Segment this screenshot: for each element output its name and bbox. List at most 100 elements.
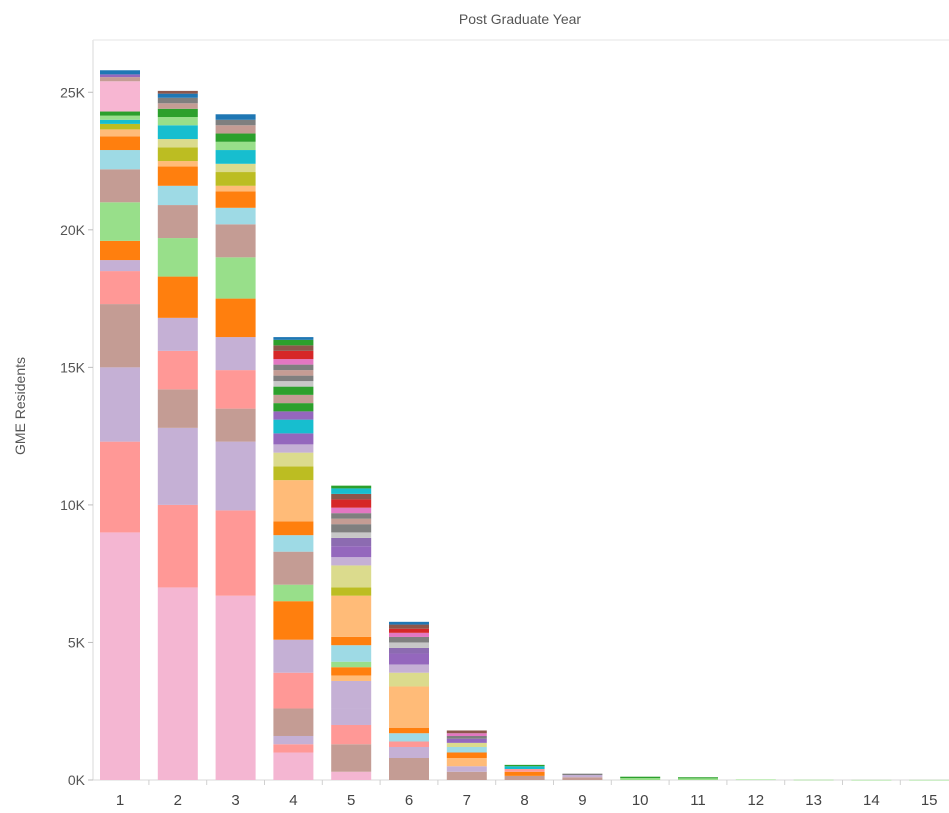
bar-segment: [157, 317, 198, 351]
bar-segment: [389, 746, 429, 758]
bar-segment: [562, 773, 603, 776]
bar-segment: [562, 777, 603, 780]
x-tick-label: 10: [632, 792, 649, 809]
bar-segment: [100, 169, 140, 203]
bar-segment: [620, 778, 661, 780]
bar-2: [157, 90, 198, 780]
bar-segment: [446, 757, 487, 767]
bar-segment: [215, 133, 256, 142]
bar-segment: [389, 642, 429, 648]
bar-segment: [331, 675, 372, 681]
bar-segment: [215, 150, 256, 164]
bar-segment: [157, 427, 198, 505]
bar-segment: [331, 587, 372, 596]
bar-segment: [389, 624, 429, 629]
bar-segment: [215, 191, 256, 208]
bar-segment: [331, 744, 372, 772]
bar-1: [100, 70, 140, 780]
bar-segment: [446, 766, 487, 772]
bar-segment: [273, 419, 314, 434]
bar-segment: [504, 764, 545, 767]
x-tick-label: 15: [921, 792, 938, 809]
bar-segment: [273, 601, 314, 640]
bar-segment: [273, 480, 314, 522]
bar-13: [793, 779, 834, 781]
chart-title: Post Graduate Year: [459, 11, 582, 27]
bar-segment: [215, 207, 256, 225]
bar-segment: [504, 768, 545, 772]
x-tick-label: 9: [578, 792, 586, 809]
bar-segment: [446, 742, 487, 747]
bar-segment: [389, 653, 429, 665]
bar-segment: [100, 304, 140, 368]
bar-segment: [851, 779, 892, 781]
bar-segment: [215, 172, 256, 186]
bar-segment: [273, 386, 314, 395]
bar-segment: [504, 775, 545, 780]
bar-segment: [157, 147, 198, 162]
bar-segment: [331, 645, 372, 662]
x-tick-label: 7: [463, 792, 471, 809]
bar-segment: [331, 513, 372, 519]
bar-segment: [446, 752, 487, 758]
bar-segment: [157, 166, 198, 186]
bar-segment: [389, 628, 429, 633]
x-tick-label: 6: [405, 792, 413, 809]
bar-segment: [504, 771, 545, 776]
bar-segment: [157, 389, 198, 428]
bar-segment: [100, 441, 140, 533]
bar-15: [909, 779, 949, 781]
bar-segment: [273, 339, 314, 346]
bar-segment: [157, 90, 198, 94]
bar-segment: [273, 345, 314, 351]
bar-segment: [389, 636, 429, 643]
bar-segment: [331, 661, 372, 668]
bar-segment: [157, 185, 198, 206]
x-tick-label: 11: [690, 792, 706, 809]
bar-segment: [273, 466, 314, 481]
bar-segment: [331, 493, 372, 500]
x-tick-label: 2: [174, 792, 182, 809]
bar-segment: [157, 108, 198, 118]
x-tick-label: 4: [289, 792, 297, 809]
bar-segment: [273, 411, 314, 420]
bar-segment: [331, 485, 372, 489]
bar-segment: [331, 499, 372, 508]
bar-segment: [331, 524, 372, 533]
x-tick-label: 3: [231, 792, 239, 809]
y-tick-label: 15K: [60, 359, 86, 375]
bar-11: [678, 777, 718, 780]
bar-segment: [273, 381, 314, 387]
bar-segment: [215, 595, 256, 780]
bar-segment: [389, 672, 429, 687]
bar-segment: [273, 708, 314, 736]
bar-segment: [100, 367, 140, 442]
bar-segment: [678, 777, 718, 779]
bar-4: [273, 337, 314, 780]
bar-segment: [273, 639, 314, 673]
bar-segment: [215, 510, 256, 596]
x-tick-label: 12: [747, 792, 764, 809]
bar-segment: [215, 125, 256, 134]
bar-segment: [446, 735, 487, 739]
bar-segment: [215, 257, 256, 299]
bar-segment: [331, 557, 372, 566]
bar-segment: [389, 664, 429, 673]
bar-segment: [157, 125, 198, 140]
bar-segment: [331, 518, 372, 525]
bar-segment: [389, 741, 429, 747]
bar-segment: [389, 727, 429, 734]
x-tick-label: 1: [116, 792, 124, 809]
bar-segment: [215, 224, 256, 258]
bar-segment: [215, 141, 256, 151]
bar-segment: [157, 205, 198, 239]
bar-segment: [446, 771, 487, 780]
bar-9: [562, 773, 603, 780]
bar-segment: [331, 724, 372, 745]
bar-segment: [446, 733, 487, 736]
bar-segment: [273, 735, 314, 745]
bar-segment: [273, 403, 314, 412]
bar-segment: [100, 136, 140, 151]
bar-segment: [100, 77, 140, 82]
bar-6: [389, 621, 429, 780]
